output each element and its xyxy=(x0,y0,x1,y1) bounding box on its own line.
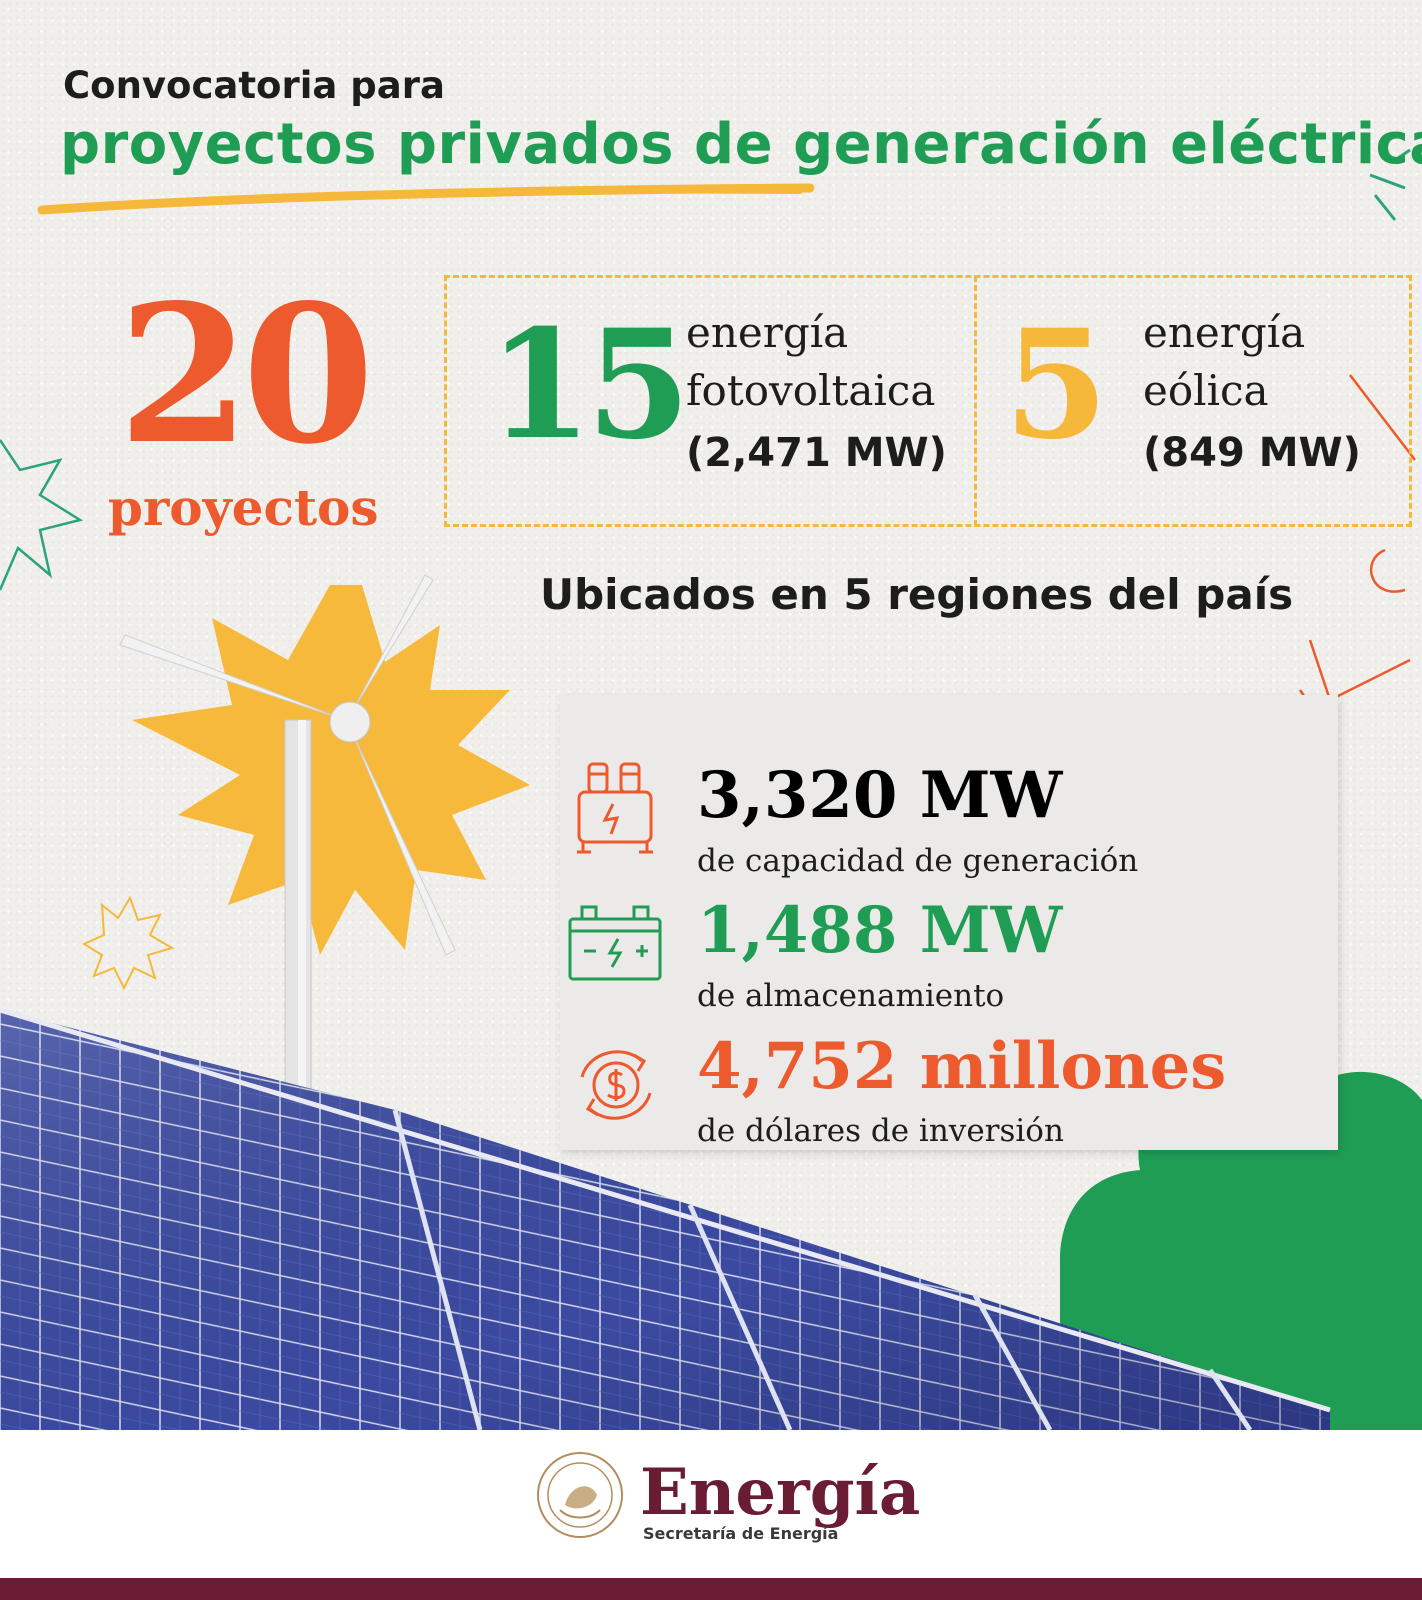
investment-value: 4,752 millones xyxy=(697,1029,1227,1104)
dollar-cycle-icon xyxy=(580,1050,652,1120)
transformer-icon xyxy=(577,762,653,854)
solar-projects-number: 15 xyxy=(488,297,691,473)
brand-subtitle: Secretaría de Energía xyxy=(643,1524,839,1543)
footer-bar xyxy=(0,1578,1422,1600)
wind-label-line2: eólica xyxy=(1143,366,1269,415)
investment-desc: de dólares de inversión xyxy=(697,1113,1064,1149)
total-projects-label: proyectos xyxy=(108,478,379,537)
page-title: proyectos privados de generación eléctri… xyxy=(60,112,1422,177)
generation-capacity-desc: de capacidad de generación xyxy=(697,843,1139,879)
storage-value: 1,488 MW xyxy=(697,893,1063,968)
wind-capacity: (849 MW) xyxy=(1143,430,1361,476)
battery-icon xyxy=(568,905,662,981)
solar-label-line1: energía xyxy=(686,308,849,357)
government-seal-icon xyxy=(537,1452,623,1538)
breakdown-box xyxy=(444,275,1412,527)
solar-capacity: (2,471 MW) xyxy=(686,430,947,476)
storage-desc: de almacenamiento xyxy=(697,978,1005,1014)
generation-capacity-value: 3,320 MW xyxy=(697,758,1063,833)
wind-label-line1: energía xyxy=(1143,308,1306,357)
brand-name: Energía xyxy=(640,1455,921,1530)
footer xyxy=(0,1430,1422,1580)
breakdown-divider xyxy=(974,276,977,526)
total-projects-number: 20 xyxy=(118,263,374,486)
solar-label-line2: fotovoltaica xyxy=(686,366,936,415)
regions-text: Ubicados en 5 regiones del país xyxy=(540,570,1294,619)
header-line1: Convocatoria para xyxy=(63,64,445,107)
decorative-graphics xyxy=(0,148,1422,1430)
wind-projects-number: 5 xyxy=(1004,297,1109,473)
stats-panel xyxy=(560,695,1338,1150)
